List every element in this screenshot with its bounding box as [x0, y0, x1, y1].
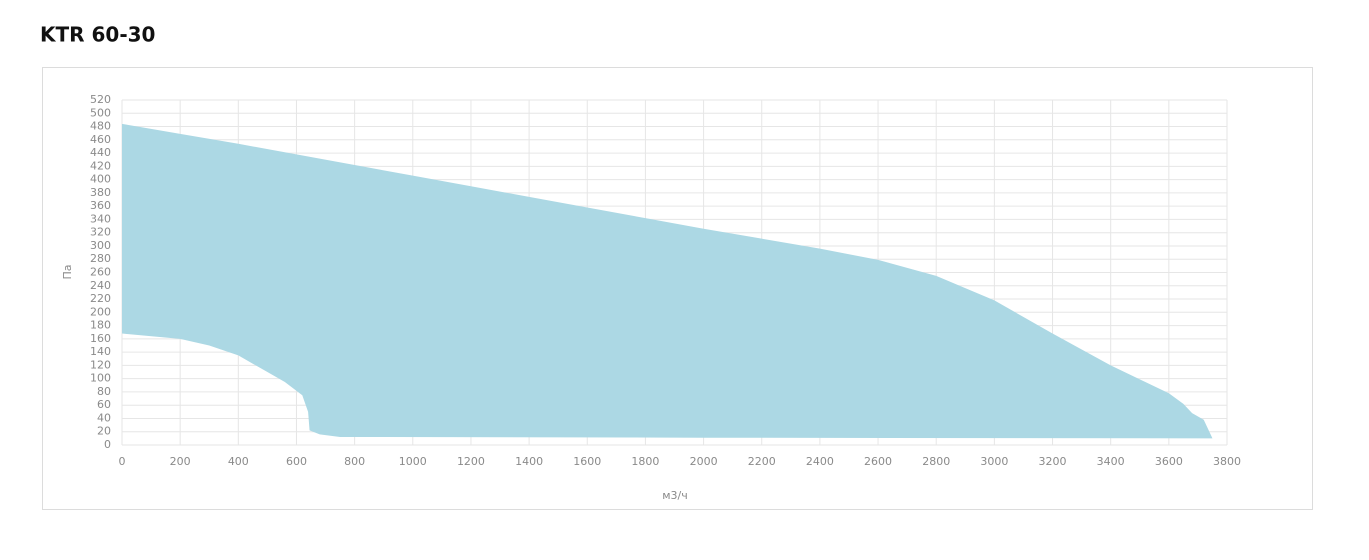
y-tick-label: 440	[90, 146, 111, 159]
y-tick-label: 420	[90, 159, 111, 172]
chart-title: KTR 60-30	[40, 23, 155, 47]
y-tick-label: 160	[90, 332, 111, 345]
area	[122, 123, 1213, 439]
x-tick-label: 2200	[748, 455, 776, 468]
y-tick-label: 140	[90, 345, 111, 358]
y-tick-label: 460	[90, 133, 111, 146]
y-tick-label: 60	[97, 398, 111, 411]
x-tick-label: 3600	[1155, 455, 1183, 468]
y-tick-label: 320	[90, 226, 111, 239]
x-tick-label: 2400	[806, 455, 834, 468]
y-tick-label: 180	[90, 319, 111, 332]
x-tick-label: 400	[228, 455, 249, 468]
y-axis-label: Па	[61, 264, 74, 279]
y-tick-label: 300	[90, 239, 111, 252]
x-tick-label: 600	[286, 455, 307, 468]
x-tick-label: 1400	[515, 455, 543, 468]
x-tick-label: 1200	[457, 455, 485, 468]
y-tick-label: 480	[90, 120, 111, 133]
x-tick-label: 1800	[631, 455, 659, 468]
x-tick-label: 1600	[573, 455, 601, 468]
y-tick-label: 520	[90, 93, 111, 106]
x-tick-label: 2600	[864, 455, 892, 468]
y-tick-label: 100	[90, 372, 111, 385]
y-tick-label: 120	[90, 358, 111, 371]
y-tick-label: 80	[97, 385, 111, 398]
y-tick-label: 400	[90, 173, 111, 186]
y-tick-label: 340	[90, 212, 111, 225]
y-tick-label: 260	[90, 266, 111, 279]
x-tick-label: 0	[119, 455, 126, 468]
y-tick-label: 380	[90, 186, 111, 199]
y-tick-label: 220	[90, 292, 111, 305]
x-tick-label: 2800	[922, 455, 950, 468]
y-tick-label: 0	[104, 438, 111, 451]
x-tick-label: 3000	[980, 455, 1008, 468]
x-tick-label: 3400	[1097, 455, 1125, 468]
x-tick-label: 800	[344, 455, 365, 468]
x-tick-label: 1000	[399, 455, 427, 468]
y-tick-label: 280	[90, 252, 111, 265]
y-tick-label: 20	[97, 425, 111, 438]
x-tick-label: 200	[170, 455, 191, 468]
chart-frame	[42, 67, 1313, 510]
x-tick-label: 3200	[1039, 455, 1067, 468]
y-tick-label: 360	[90, 199, 111, 212]
x-tick-label: 3800	[1213, 455, 1241, 468]
y-tick-label: 40	[97, 411, 111, 424]
x-axis-label: м3/ч	[662, 489, 688, 502]
y-tick-label: 200	[90, 305, 111, 318]
x-tick-label: 2000	[690, 455, 718, 468]
y-tick-label: 240	[90, 279, 111, 292]
y-tick-label: 500	[90, 106, 111, 119]
